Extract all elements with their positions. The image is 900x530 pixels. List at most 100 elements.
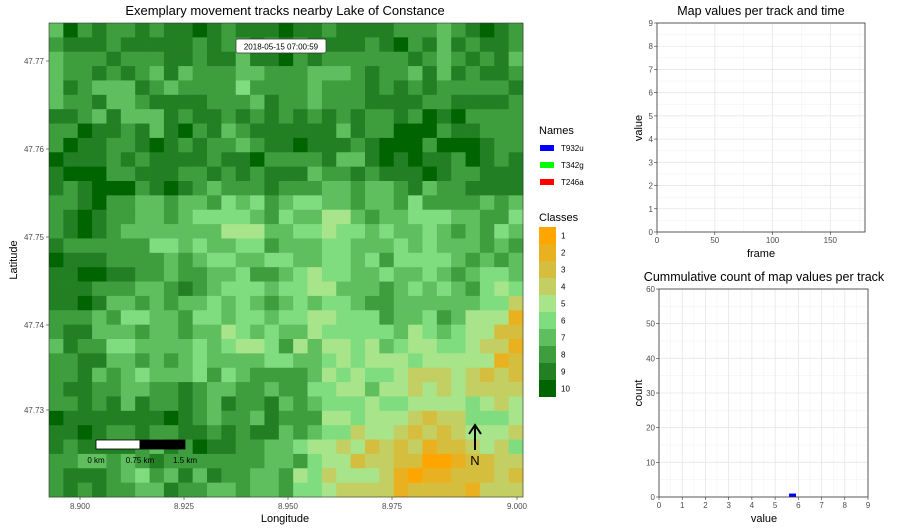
- y-tick-label: 3: [649, 158, 654, 167]
- map-cell: [250, 281, 265, 297]
- map-cell: [479, 339, 495, 354]
- map-cell: [293, 181, 308, 196]
- map-cell: [77, 181, 93, 196]
- map-cell: [365, 382, 380, 397]
- map-cell: [336, 224, 352, 239]
- map-cell: [379, 310, 395, 326]
- map-cell: [63, 109, 79, 124]
- legend-name-label: T246a: [561, 178, 584, 187]
- map-cell: [465, 410, 481, 426]
- map-cell: [321, 382, 337, 397]
- legend-class-swatch: [539, 278, 556, 295]
- map-cell: [365, 181, 380, 196]
- legend-class-swatch: [539, 312, 556, 329]
- map-cell: [365, 468, 380, 484]
- map-cell: [494, 295, 510, 311]
- map-cell: [365, 238, 380, 254]
- map-cell: [221, 295, 237, 311]
- map-cell: [508, 123, 524, 139]
- map-cell: [264, 295, 280, 311]
- map-cell: [393, 166, 409, 182]
- map-cell: [77, 109, 93, 124]
- map-cell: [508, 195, 524, 211]
- map-cell: [250, 66, 265, 81]
- map-cell: [264, 94, 280, 110]
- map-cell: [149, 238, 165, 254]
- map-cell: [235, 367, 251, 383]
- map-cell: [149, 482, 165, 498]
- map-cell: [120, 51, 136, 67]
- map-cell: [92, 209, 107, 225]
- map-cell: [350, 439, 366, 455]
- map-cell: [365, 295, 380, 311]
- map-cell: [120, 252, 136, 268]
- map-cell: [207, 410, 222, 426]
- map-cell: [293, 195, 308, 211]
- map-cell: [350, 482, 366, 498]
- map-cell: [192, 23, 208, 38]
- top-chart-x-label: frame: [747, 248, 775, 260]
- map-cell: [207, 295, 222, 311]
- map-cell: [49, 353, 64, 369]
- map-cell: [393, 51, 409, 67]
- map-cell: [451, 482, 466, 498]
- map-cell: [479, 267, 495, 282]
- map-cell: [235, 238, 251, 254]
- map-cell: [207, 324, 222, 340]
- map-cell: [221, 396, 237, 412]
- map-cell: [264, 468, 280, 484]
- map-cell: [92, 37, 107, 53]
- map-cell: [365, 252, 380, 268]
- map-cell: [221, 238, 237, 254]
- map-cell: [135, 224, 150, 239]
- map-cell: [178, 66, 194, 81]
- map-cell: [192, 166, 208, 182]
- map-cell: [221, 367, 237, 383]
- map-cell: [92, 80, 107, 96]
- map-cell: [479, 482, 495, 498]
- map-cell: [178, 425, 194, 440]
- map-cell: [250, 267, 265, 282]
- map-cell: [465, 23, 481, 38]
- map-cell: [350, 310, 366, 326]
- map-cell: [408, 382, 423, 397]
- map-cell: [422, 439, 438, 455]
- map-cell: [307, 66, 323, 81]
- map-cell: [264, 209, 280, 225]
- map-cell: [393, 367, 409, 383]
- map-cell: [77, 439, 93, 455]
- map-cell: [207, 468, 222, 484]
- map-cell: [379, 109, 395, 124]
- map-cell: [235, 482, 251, 498]
- map-cell: [235, 468, 251, 484]
- map-cell: [321, 281, 337, 297]
- map-cell: [163, 468, 179, 484]
- map-cell: [135, 281, 150, 297]
- map-cell: [207, 224, 222, 239]
- map-cell: [77, 339, 93, 354]
- map-cell: [451, 425, 466, 440]
- y-tick-label: 6: [649, 89, 654, 98]
- map-cell: [235, 23, 251, 38]
- map-y-tick-label: 47.73: [24, 406, 45, 415]
- map-cell: [163, 310, 179, 326]
- map-cell: [408, 209, 423, 225]
- map-cell: [451, 281, 466, 297]
- map-cell: [393, 181, 409, 196]
- map-x-tick-label: 8.900: [70, 502, 91, 511]
- map-cell: [49, 123, 64, 139]
- map-cell: [278, 453, 294, 469]
- map-cell: [120, 224, 136, 239]
- map-cell: [479, 181, 495, 196]
- map-cell: [264, 439, 280, 455]
- map-cell: [106, 137, 122, 153]
- map-cell: [479, 453, 495, 469]
- map-cell: [49, 382, 64, 397]
- x-tick-label: 3: [726, 501, 731, 510]
- map-cell: [163, 453, 179, 469]
- map-cell: [278, 109, 294, 124]
- map-cell: [422, 209, 438, 225]
- map-cell: [336, 109, 352, 124]
- map-cell: [192, 482, 208, 498]
- map-cell: [436, 66, 452, 81]
